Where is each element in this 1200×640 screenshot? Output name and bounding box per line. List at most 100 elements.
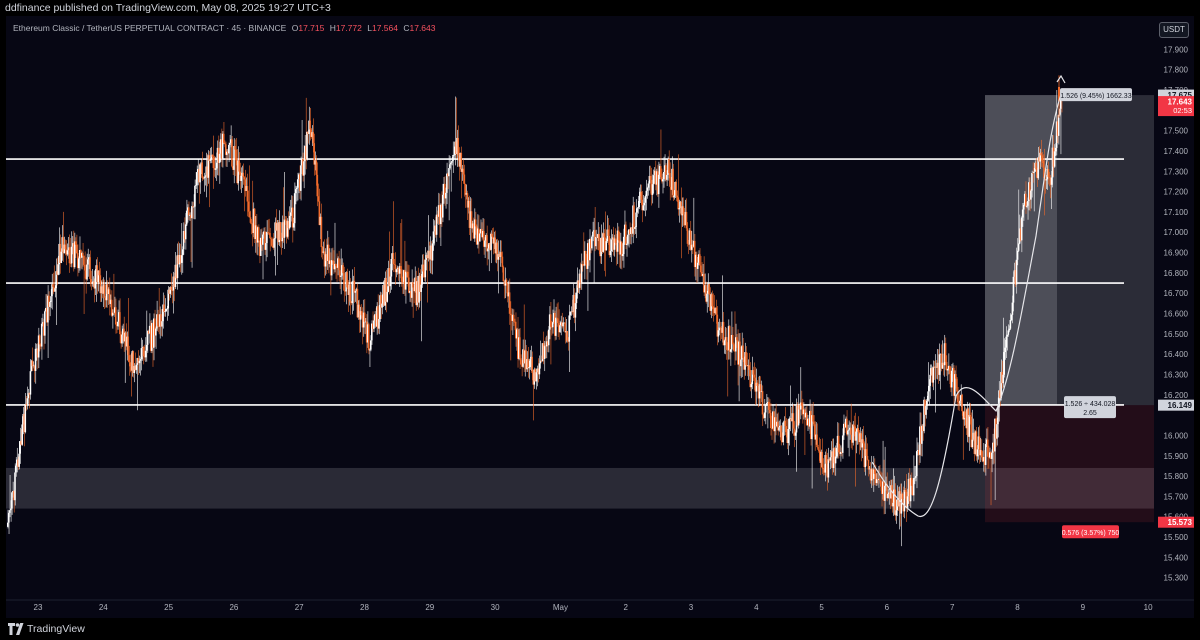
candle bbox=[158, 287, 160, 335]
candle bbox=[850, 403, 852, 449]
candle bbox=[745, 346, 747, 367]
candle-body bbox=[235, 149, 237, 161]
candle bbox=[882, 440, 884, 500]
candle-body bbox=[612, 237, 615, 250]
candle-body bbox=[848, 429, 850, 431]
candle-body bbox=[631, 227, 633, 234]
candle-body bbox=[702, 273, 704, 276]
candle-body bbox=[644, 196, 647, 203]
candle-body bbox=[869, 468, 872, 481]
candle bbox=[400, 219, 403, 287]
candle bbox=[613, 234, 616, 257]
candle-body bbox=[119, 312, 121, 335]
candle-body bbox=[448, 168, 450, 177]
candle-body bbox=[259, 237, 262, 256]
projection-curve-drawing[interactable] bbox=[871, 93, 1062, 518]
candle bbox=[442, 177, 445, 204]
candle-body bbox=[191, 206, 193, 219]
candle-body bbox=[430, 245, 433, 261]
candle bbox=[905, 474, 908, 522]
candle bbox=[854, 412, 856, 487]
candle-body bbox=[274, 222, 276, 239]
chart-area[interactable]: 1.526 (9.45%) 1662.33 1.526 ÷ 434.028 2.65… bbox=[6, 16, 1194, 618]
candle-body bbox=[544, 345, 547, 347]
candle bbox=[1038, 146, 1040, 170]
candle-body bbox=[99, 275, 102, 294]
candle bbox=[895, 499, 898, 524]
candle-body bbox=[267, 232, 269, 233]
candle-body bbox=[942, 362, 945, 366]
candle-body bbox=[246, 186, 249, 202]
candle-body bbox=[146, 330, 149, 345]
candle-body bbox=[459, 152, 462, 167]
time-axis[interactable] bbox=[6, 600, 1194, 618]
candle-body bbox=[836, 435, 839, 448]
candle bbox=[123, 316, 125, 352]
candle bbox=[369, 335, 372, 352]
candle-body bbox=[449, 164, 451, 169]
candle bbox=[974, 430, 977, 455]
candle bbox=[554, 310, 556, 341]
candle-body bbox=[992, 442, 994, 453]
candle-body bbox=[396, 267, 399, 270]
candle-body bbox=[987, 456, 990, 458]
candle bbox=[978, 425, 981, 464]
candle-body bbox=[401, 281, 404, 283]
candle bbox=[528, 360, 530, 380]
candle-body bbox=[215, 162, 218, 169]
candle bbox=[602, 222, 604, 253]
candle-body bbox=[655, 171, 658, 185]
candle-body bbox=[990, 452, 992, 459]
candle-body bbox=[877, 478, 880, 480]
candle-body bbox=[98, 270, 101, 276]
candle-body bbox=[67, 247, 70, 251]
candle bbox=[360, 304, 363, 319]
candle bbox=[985, 428, 988, 448]
candle-body bbox=[868, 468, 871, 470]
candle-body bbox=[25, 403, 28, 405]
candle bbox=[639, 184, 641, 203]
candle-body bbox=[371, 323, 373, 341]
currency-button[interactable]: USDT bbox=[1159, 22, 1189, 38]
candle bbox=[31, 347, 34, 372]
candle bbox=[389, 263, 392, 293]
candle-body bbox=[696, 262, 699, 269]
candle-body bbox=[1027, 201, 1029, 206]
candle bbox=[696, 256, 699, 282]
candle-body bbox=[458, 155, 461, 167]
candle bbox=[295, 185, 298, 202]
candle bbox=[402, 269, 405, 295]
candle-body bbox=[568, 315, 571, 342]
price-chart[interactable]: 1.526 (9.45%) 1662.331.526 ÷ 434.0282.65… bbox=[6, 16, 1194, 618]
candle-body bbox=[265, 243, 267, 250]
candle bbox=[236, 149, 238, 185]
candle bbox=[930, 364, 932, 376]
candle-body bbox=[505, 279, 508, 284]
candle-body bbox=[760, 391, 763, 393]
candle bbox=[16, 447, 18, 473]
candle bbox=[706, 290, 708, 313]
candle-body bbox=[182, 230, 185, 250]
close-value: 17.643 bbox=[409, 23, 436, 33]
candle bbox=[97, 270, 100, 292]
candle-body bbox=[280, 240, 283, 242]
candle bbox=[329, 252, 332, 296]
candle-body bbox=[939, 353, 942, 355]
candle bbox=[629, 222, 631, 245]
candle bbox=[253, 207, 256, 243]
candle-body bbox=[991, 452, 993, 459]
candle bbox=[676, 190, 679, 202]
candle bbox=[790, 406, 793, 422]
candle bbox=[741, 332, 743, 378]
candle bbox=[491, 228, 493, 239]
candle-body bbox=[357, 304, 360, 318]
candle bbox=[686, 222, 689, 247]
candle bbox=[276, 220, 279, 266]
candle-body bbox=[85, 270, 87, 280]
candle bbox=[417, 267, 419, 310]
candle-body bbox=[917, 450, 919, 452]
candle-body bbox=[671, 168, 673, 190]
candle-body bbox=[343, 273, 345, 291]
candle bbox=[45, 294, 47, 312]
candle bbox=[22, 407, 25, 435]
